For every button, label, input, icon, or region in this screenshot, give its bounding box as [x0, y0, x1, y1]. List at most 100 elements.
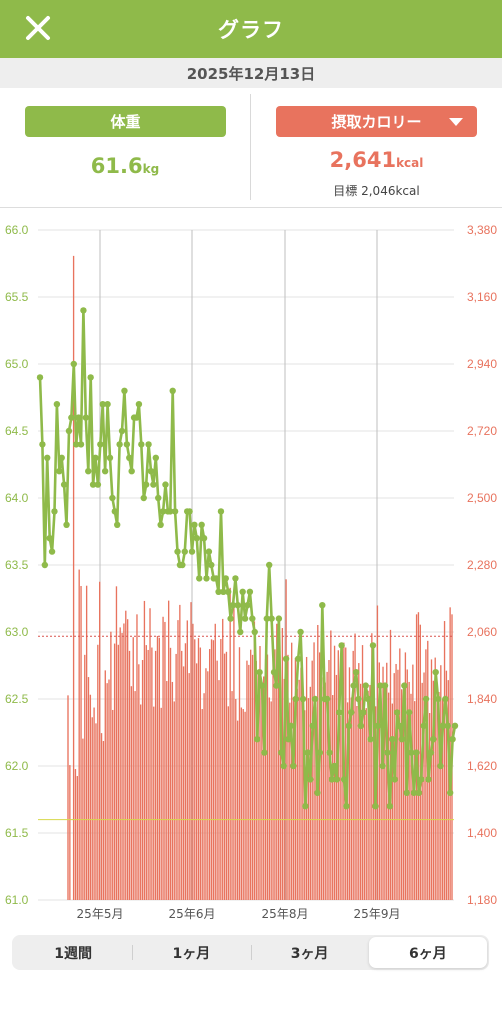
weight-point — [297, 628, 304, 636]
weight-point — [420, 722, 427, 729]
weight-point — [85, 468, 92, 475]
weight-point — [316, 749, 324, 756]
weight-point — [335, 709, 343, 716]
calorie-bar — [225, 651, 228, 900]
weight-point — [311, 695, 319, 703]
calorie-bar — [298, 679, 300, 900]
weight-point — [427, 749, 435, 756]
right-axis-tick: 3,160 — [467, 290, 497, 304]
tab-1-month[interactable]: 1ヶ月 — [132, 937, 250, 968]
right-axis-tick: 1,400 — [467, 826, 497, 840]
weight-point — [215, 588, 222, 595]
calorie-bar — [126, 619, 129, 900]
calorie-bar — [177, 620, 179, 900]
calorie-bar — [179, 604, 181, 900]
weight-point — [285, 736, 292, 743]
calorie-bar — [296, 688, 298, 900]
calorie-bar — [145, 645, 147, 900]
calorie-bar — [294, 657, 297, 900]
calorie-bar — [335, 674, 338, 900]
calorie-bar — [218, 680, 220, 900]
weight-point — [270, 669, 278, 676]
calorie-bar — [442, 698, 444, 900]
calorie-bar — [99, 581, 101, 900]
weight-point — [405, 709, 413, 716]
calorie-bar — [169, 647, 172, 900]
weight-point — [304, 749, 312, 756]
weight-point — [408, 749, 415, 756]
calorie-bar — [89, 694, 92, 900]
section-divider — [0, 207, 502, 208]
weight-number: 61.6 — [90, 154, 143, 178]
calorie-bar — [313, 642, 315, 900]
weight-point — [51, 508, 58, 515]
left-axis-tick: 66.0 — [5, 223, 29, 237]
weight-point — [253, 736, 261, 743]
weight-point — [352, 669, 360, 676]
weight-point — [396, 722, 403, 729]
weight-point — [319, 602, 326, 609]
weight-button[interactable]: 体重 — [25, 106, 226, 137]
weight-point — [350, 682, 357, 689]
weight-point — [323, 695, 331, 703]
calorie-bar — [197, 638, 200, 900]
weight-point — [360, 709, 367, 716]
calorie-bar — [208, 649, 211, 900]
weight-point — [181, 548, 188, 555]
calorie-bar — [250, 649, 252, 900]
weight-point — [328, 776, 336, 783]
weight-point — [292, 695, 299, 703]
calorie-panel: 摂取カロリー 2,641kcal 目標 2,046kcal — [251, 94, 502, 204]
weight-point — [220, 588, 227, 595]
calorie-bar — [352, 650, 354, 900]
calorie-bar — [72, 255, 75, 901]
calorie-bar — [449, 607, 451, 900]
weight-point — [422, 695, 430, 703]
weight-point — [234, 602, 242, 609]
calorie-bar — [445, 670, 448, 900]
calorie-bar — [365, 708, 367, 900]
calorie-bar — [149, 608, 151, 900]
calorie-bar — [393, 673, 395, 900]
close-icon[interactable] — [22, 12, 54, 44]
tab-6-months[interactable]: 6ヶ月 — [368, 937, 487, 968]
calorie-bar — [166, 681, 168, 900]
calorie-bar — [341, 670, 343, 900]
calorie-bar — [292, 697, 295, 900]
tab-3-months[interactable]: 3ヶ月 — [250, 937, 369, 968]
calorie-bar — [270, 701, 272, 900]
weight-point — [65, 427, 73, 435]
weight-point — [367, 736, 374, 743]
weight-point — [196, 575, 203, 582]
calorie-target: 目標 2,046kcal — [333, 184, 420, 198]
weight-point — [53, 401, 61, 408]
calorie-bar — [123, 623, 125, 900]
weight-point — [41, 561, 49, 569]
weight-point — [80, 307, 87, 314]
weight-point — [379, 762, 386, 770]
right-axis-tick: 3,380 — [467, 223, 497, 237]
calorie-bar — [186, 620, 188, 900]
tab-1-week[interactable]: 1週間 — [54, 945, 92, 962]
calorie-bar — [423, 672, 425, 900]
page-title: グラフ — [218, 18, 284, 42]
calorie-bar — [97, 644, 99, 900]
calorie-bar — [74, 769, 77, 900]
period-selector: 1週間 1ヶ月 3ヶ月 6ヶ月 — [12, 935, 489, 970]
left-axis-tick: 64.5 — [5, 424, 29, 438]
calorie-bar — [447, 680, 449, 900]
weight-point — [244, 602, 251, 609]
weight-point — [331, 762, 338, 770]
weight-point — [241, 615, 249, 622]
weight-point — [114, 521, 121, 528]
calorie-dropdown-button[interactable]: 摂取カロリー — [276, 106, 477, 137]
weight-point — [391, 776, 398, 783]
calorie-bar — [326, 671, 328, 900]
calorie-bar — [410, 693, 412, 900]
date-label: 2025年12月13日 — [0, 58, 502, 88]
right-axis-tick: 1,180 — [467, 893, 497, 907]
weight-point — [36, 374, 44, 381]
calorie-bar — [160, 707, 162, 900]
weight-point — [109, 494, 116, 502]
weight-button-label: 体重 — [110, 113, 141, 131]
